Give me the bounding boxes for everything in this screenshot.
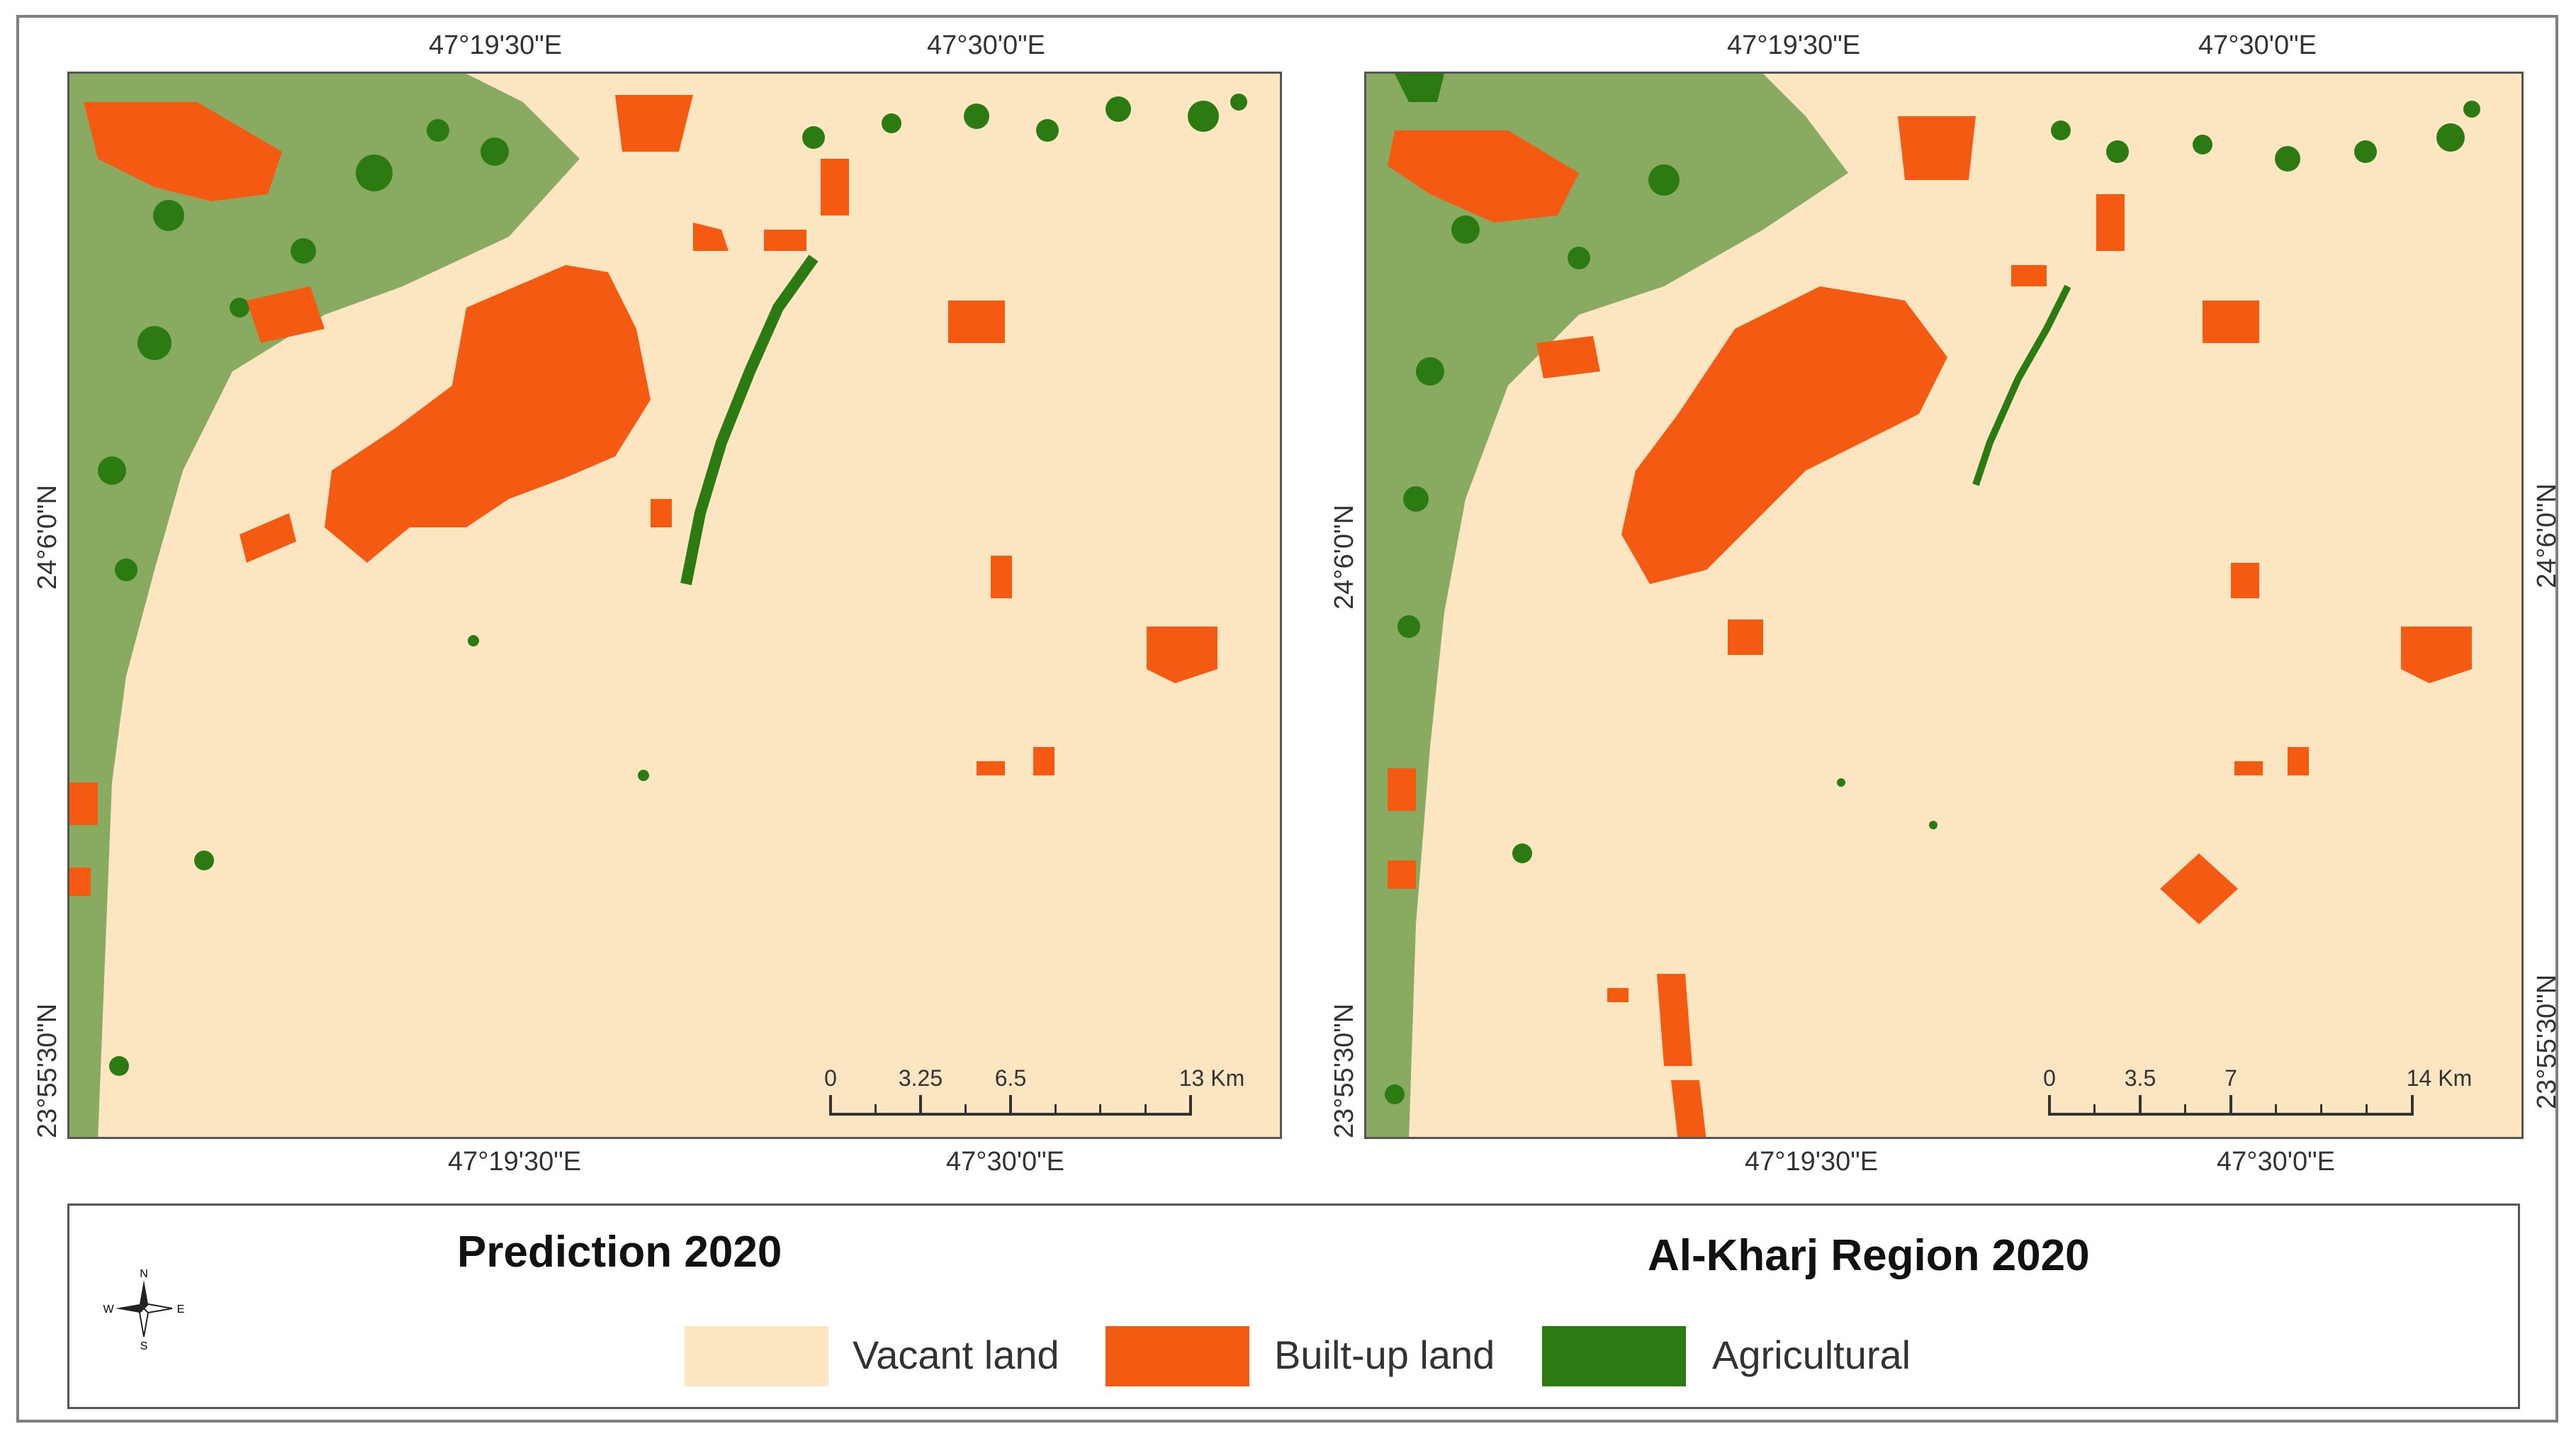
builtup-area — [1147, 627, 1217, 683]
legend-swatch-builtup — [1106, 1326, 1249, 1386]
builtup-area — [69, 782, 98, 825]
al-kharj-2020-landcover — [1366, 74, 2480, 1137]
legend-label-agricultural: Agricultural — [1712, 1333, 1911, 1377]
right-map-lat-lower-left: 23°55'30"N — [1329, 1003, 1359, 1138]
builtup-area — [991, 556, 1012, 598]
builtup-area — [1033, 747, 1054, 775]
builtup-area — [2203, 301, 2259, 343]
agricultural-corridor — [680, 254, 819, 585]
legend-panel: Prediction 2020 Al-Kharj Region 2020 N S… — [67, 1204, 2520, 1409]
left-panel-title: Prediction 2020 — [457, 1228, 782, 1277]
legend-label-builtup: Built-up land — [1274, 1333, 1495, 1377]
right-map-top-lon-1: 47°19'30"E — [1727, 30, 1861, 60]
right-map-lat-upper-left: 24°6'0"N — [1329, 505, 1359, 610]
builtup-area — [1728, 619, 1763, 655]
compass-s: S — [140, 1340, 148, 1351]
north-arrow-icon: N S E W — [101, 1266, 186, 1352]
builtup-area — [977, 761, 1005, 775]
prediction-2020-map — [67, 72, 1282, 1139]
prediction-2020-landcover — [69, 74, 1247, 1137]
builtup-area — [1898, 116, 1976, 180]
agricultural-zone — [1366, 74, 1848, 1137]
right-map-top-lon-2: 47°30'0"E — [2198, 30, 2317, 60]
right-scale-label: 0 — [2043, 1065, 2056, 1091]
compass-w: W — [103, 1303, 114, 1316]
builtup-area — [247, 286, 325, 343]
compass-e: E — [177, 1303, 185, 1316]
builtup-area — [1388, 768, 1416, 811]
builtup-area — [84, 102, 282, 201]
left-map-bottom-lon-1: 47°19'30"E — [448, 1147, 582, 1177]
builtup-area — [1621, 286, 1947, 584]
left-scale-label: 6.5 — [994, 1065, 1027, 1091]
builtup-area — [2011, 265, 2047, 286]
agricultural-zone — [69, 74, 580, 1137]
builtup-area — [240, 513, 296, 563]
builtup-area — [821, 159, 849, 215]
builtup-area — [693, 223, 729, 251]
builtup-area — [764, 230, 806, 251]
builtup-area — [1607, 988, 1629, 1002]
left-map-bottom-lon-2: 47°30'0"E — [946, 1147, 1064, 1177]
builtup-area — [2160, 853, 2238, 924]
legend-swatch-agricultural — [1542, 1326, 1686, 1386]
builtup-area — [651, 499, 672, 527]
builtup-area — [2234, 761, 2263, 775]
builtup-area — [948, 301, 1005, 343]
left-map-lat-upper: 24°6'0"N — [33, 485, 62, 590]
right-panel-title: Al-Kharj Region 2020 — [1648, 1231, 2090, 1280]
builtup-area — [69, 868, 91, 896]
left-map-top-lon-1: 47°19'30"E — [429, 30, 563, 60]
right-scale-label: 14 Km — [2406, 1065, 2473, 1091]
legend-label-vacant: Vacant land — [853, 1333, 1059, 1377]
compass-n: N — [140, 1268, 148, 1280]
left-scale-label: 3.25 — [898, 1065, 943, 1091]
figure-frame — [16, 15, 2558, 1423]
left-map-lat-lower: 23°55'30"N — [33, 1003, 62, 1138]
left-scale-label: 13 Km — [1179, 1065, 1245, 1091]
builtup-area — [2288, 747, 2309, 775]
builtup-area — [2096, 194, 2125, 251]
right-map-bottom-lon-2: 47°30'0"E — [2217, 1147, 2335, 1177]
legend-swatch-vacant — [685, 1326, 828, 1386]
al-kharj-2020-map — [1364, 72, 2524, 1139]
builtup-area — [1388, 130, 1579, 223]
builtup-area — [2231, 563, 2259, 598]
builtup-area — [1657, 974, 1692, 1066]
right-map-lat-lower-right: 23°55'30"N — [2532, 974, 2562, 1109]
right-map-bottom-lon-1: 47°19'30"E — [1745, 1147, 1879, 1177]
right-scale-label: 3.5 — [2124, 1065, 2156, 1091]
builtup-area — [325, 265, 651, 563]
left-scale-label: 0 — [824, 1065, 837, 1091]
left-map-top-lon-2: 47°30'0"E — [927, 30, 1045, 60]
builtup-area — [1388, 860, 1416, 889]
builtup-area — [1671, 1080, 1706, 1137]
right-scale-label: 7 — [2225, 1065, 2237, 1091]
builtup-area — [2401, 627, 2472, 683]
builtup-area — [1536, 336, 1600, 378]
builtup-area — [615, 95, 693, 152]
agricultural-patch — [1395, 74, 1444, 102]
agricultural-corridor — [1972, 284, 2071, 486]
right-map-lat-upper-right: 24°6'0"N — [2532, 483, 2562, 588]
